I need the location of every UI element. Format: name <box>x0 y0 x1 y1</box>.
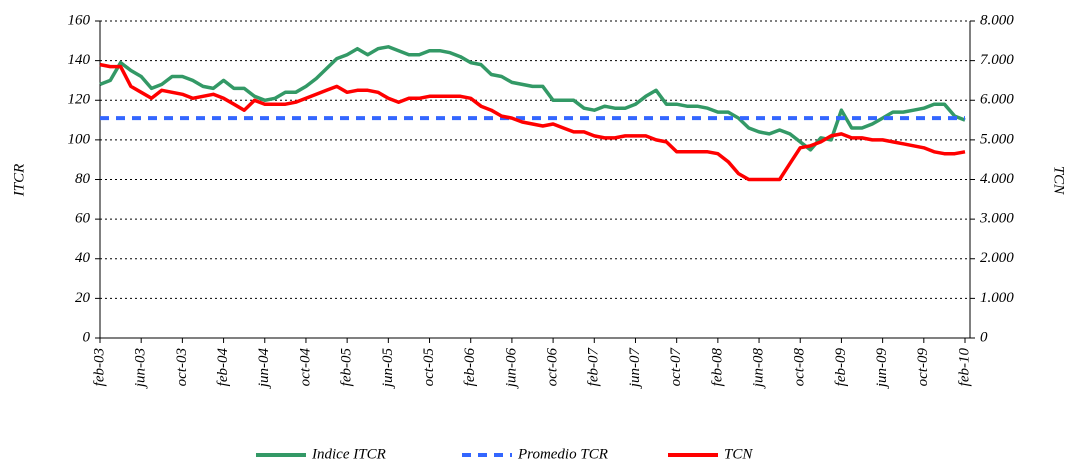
series-line <box>99 62 966 182</box>
x-tick-label: jun-07 <box>627 347 643 390</box>
y2-tick-label: 6.000 <box>980 92 1014 108</box>
x-tick-label: oct-09 <box>915 348 931 387</box>
series-line <box>99 45 966 152</box>
y2-tick-label: 3.000 <box>979 211 1014 227</box>
x-tick-label: feb-09 <box>833 348 849 387</box>
y-tick-label: 120 <box>68 92 91 108</box>
y2-tick-label: 5.000 <box>980 131 1014 147</box>
y-tick-label: 100 <box>68 131 91 147</box>
x-tick-label: feb-08 <box>709 348 725 387</box>
y2-tick-label: 7.000 <box>980 52 1014 68</box>
x-tick-label: jun-03 <box>133 348 149 389</box>
x-tick-label: jun-04 <box>256 348 272 390</box>
x-tick-label: feb-06 <box>462 348 478 387</box>
x-tick-label: oct-04 <box>297 348 313 387</box>
y-tick-label: 20 <box>75 290 91 306</box>
y-tick-label: 160 <box>68 12 91 28</box>
y2-tick-label: 1.000 <box>980 290 1014 306</box>
x-tick-label: feb-07 <box>586 347 602 387</box>
x-tick-label: oct-07 <box>668 347 684 387</box>
legend-label: Indice ITCR <box>311 446 386 462</box>
x-tick-label: jun-09 <box>874 348 890 390</box>
y2-axis-label: TCN <box>1051 166 1067 195</box>
x-tick-label: feb-03 <box>91 348 107 386</box>
x-tick-label: feb-04 <box>215 348 231 387</box>
x-tick-label: jun-05 <box>380 348 396 390</box>
y-axis-label: ITCR <box>11 164 27 198</box>
y-tick-label: 140 <box>68 52 91 68</box>
y-tick-label: 60 <box>75 211 91 227</box>
y2-tick-label: 2.000 <box>980 250 1014 266</box>
x-tick-label: oct-06 <box>545 348 561 387</box>
x-tick-label: oct-03 <box>174 348 190 386</box>
y2-tick-label: 4.000 <box>980 171 1014 187</box>
x-tick-label: oct-08 <box>792 348 808 387</box>
x-tick-label: feb-10 <box>956 348 972 387</box>
x-tick-label: jun-08 <box>750 348 766 390</box>
x-tick-label: oct-05 <box>421 348 437 387</box>
y2-tick-label: 0 <box>980 329 988 345</box>
y-tick-label: 40 <box>75 250 91 266</box>
x-tick-label: jun-06 <box>503 348 519 390</box>
y-tick-label: 80 <box>75 171 91 187</box>
y2-tick-label: 8.000 <box>980 12 1014 28</box>
y-tick-label: 0 <box>83 329 91 345</box>
legend-label: TCN <box>724 446 753 462</box>
legend-label: Promedio TCR <box>517 446 608 462</box>
x-tick-label: feb-05 <box>339 348 355 387</box>
